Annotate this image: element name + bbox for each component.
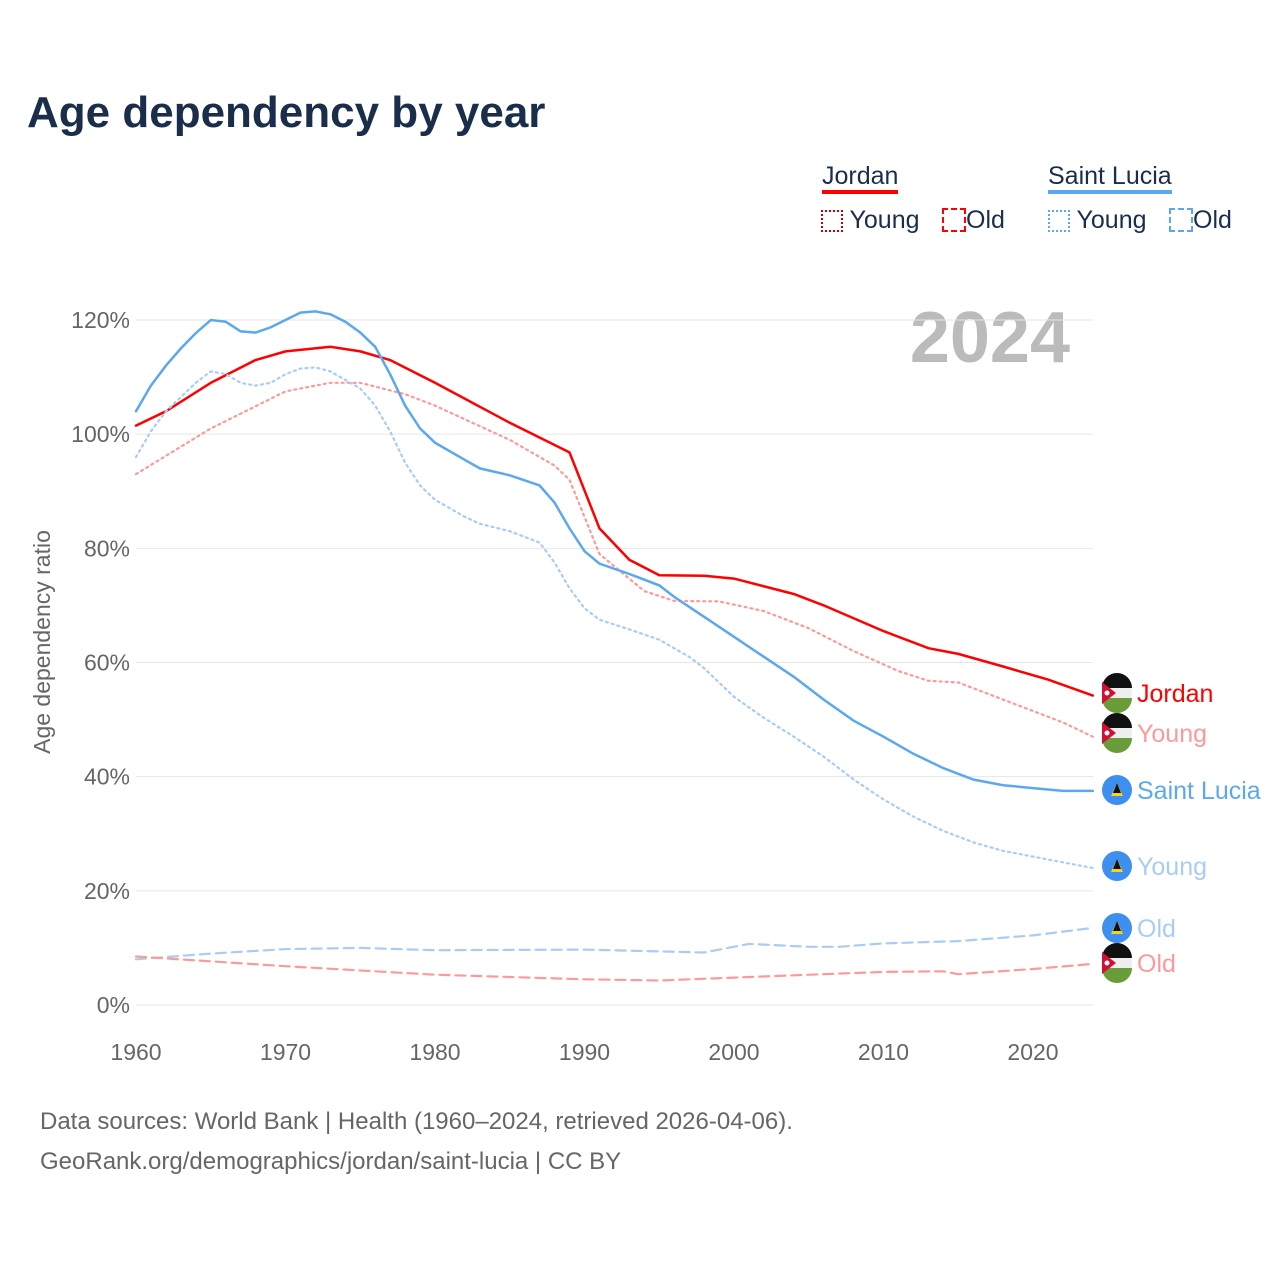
series-line-saint-lucia[interactable]: [134, 310, 1095, 793]
y-tick-label: 80%: [84, 535, 130, 561]
dashed-swatch-icon: [942, 208, 966, 232]
series-end-label: Young: [1137, 853, 1207, 881]
saint-lucia-flag-icon: [1102, 851, 1132, 881]
x-tick-label: 2000: [708, 1039, 759, 1065]
y-tick-label: 40%: [84, 764, 130, 790]
legend-saint-lucia[interactable]: Saint Lucia: [1048, 162, 1172, 194]
jordan-flag-icon: [1102, 673, 1132, 713]
y-axis-label: Age dependency ratio: [29, 530, 55, 754]
x-tick-label: 1990: [559, 1039, 610, 1065]
footer-sources: Data sources: World Bank | Health (1960–…: [40, 1108, 793, 1135]
legend-saint-lucia-old[interactable]: Old: [1169, 206, 1232, 235]
jordan-flag-icon: [1102, 943, 1132, 983]
series-line-jordan-old[interactable]: [134, 955, 1094, 982]
series-end-label: Saint Lucia: [1137, 777, 1261, 805]
dashed-swatch-icon: [1169, 208, 1193, 232]
x-tick-label: 2010: [858, 1039, 909, 1065]
legend-saint-lucia-young[interactable]: Young: [1048, 206, 1147, 235]
dotted-swatch-icon: [821, 210, 843, 232]
series-end-label: Jordan: [1137, 680, 1213, 708]
series-line-jordan-young[interactable]: [134, 381, 1094, 738]
y-tick-label: 60%: [84, 650, 130, 676]
legend-jordan-old[interactable]: Old: [942, 206, 1005, 235]
year-watermark: 2024: [910, 298, 1070, 378]
series-line-jordan[interactable]: [134, 345, 1095, 697]
y-tick-label: 0%: [97, 992, 130, 1018]
series-end-label: Old: [1137, 950, 1176, 978]
series-line-saint-lucia-young[interactable]: [134, 366, 1094, 870]
x-tick-label: 2020: [1007, 1039, 1058, 1065]
plot-area: 2024 Age dependency ratio 0% 20% 40% 60% 80%…: [29, 298, 1261, 1065]
y-tick-label: 100%: [71, 421, 130, 447]
dotted-swatch-icon: [1048, 210, 1070, 232]
saint-lucia-flag-icon: [1102, 775, 1132, 805]
chart-title: Age dependency by year: [27, 88, 546, 137]
y-tick-label: 20%: [84, 878, 130, 904]
legend-jordan[interactable]: Jordan: [822, 162, 899, 194]
x-tick-label: 1980: [409, 1039, 460, 1065]
x-tick-label: 1960: [110, 1039, 161, 1065]
legend-jordan-young[interactable]: Young: [821, 206, 920, 235]
jordan-flag-icon: [1102, 713, 1132, 753]
series-line-saint-lucia-old[interactable]: [134, 926, 1094, 961]
saint-lucia-flag-icon: [1102, 913, 1132, 943]
series-end-label: Young: [1137, 720, 1207, 748]
y-tick-label: 120%: [71, 307, 130, 333]
x-tick-label: 1970: [260, 1039, 311, 1065]
series-end-label: Old: [1137, 915, 1176, 943]
footer-link[interactable]: GeoRank.org/demographics/jordan/saint-lu…: [40, 1148, 622, 1175]
